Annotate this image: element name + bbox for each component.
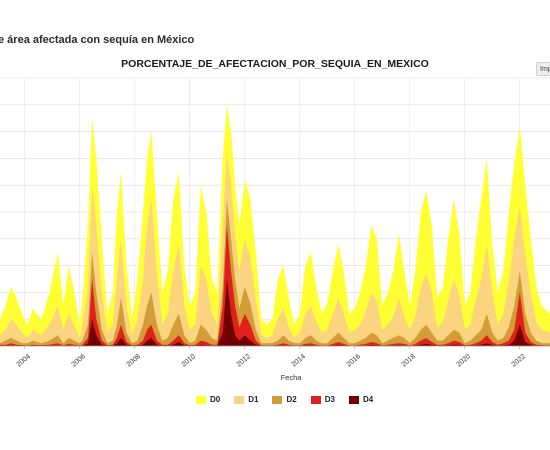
area-series-d1[interactable] xyxy=(0,153,550,346)
export-button[interactable]: Imp xyxy=(536,62,550,76)
legend-label-d2: D2 xyxy=(286,395,297,404)
legend-label-d3: D3 xyxy=(324,395,335,404)
x-tick-label: 2014 xyxy=(291,353,308,368)
legend-label-d4: D4 xyxy=(362,395,374,404)
x-tick-label: 2018 xyxy=(401,353,418,368)
x-tick-label: 2016 xyxy=(346,353,363,368)
x-tick-label: 2012 xyxy=(236,353,253,368)
legend-swatch-d2 xyxy=(272,395,283,404)
legend-swatch-d3 xyxy=(310,395,321,404)
legend-item-d2[interactable]: D2 xyxy=(272,395,297,404)
x-tick-label: 2010 xyxy=(181,353,198,368)
area-series-d0[interactable] xyxy=(0,104,550,346)
chart-legend: D0 D1 D2 D3 D4 xyxy=(196,395,373,404)
legend-label-d1: D1 xyxy=(248,395,259,404)
x-axis-label: Fecha xyxy=(281,373,303,382)
area-series-group xyxy=(0,104,550,346)
legend-item-d4[interactable]: D4 xyxy=(348,395,374,404)
legend-label-d0: D0 xyxy=(210,395,221,404)
x-tick-label: 2004 xyxy=(16,353,33,368)
legend-swatch-d0 xyxy=(196,395,206,404)
legend-swatch-d4 xyxy=(348,395,359,404)
legend-item-d0[interactable]: D0 xyxy=(196,395,220,404)
page-title: e área afectada con sequía en México xyxy=(0,34,195,46)
x-tick-label: 2020 xyxy=(456,353,473,368)
chart-title: PORCENTAJE_DE_AFECTACION_POR_SEQUIA_EN_M… xyxy=(121,58,429,70)
legend-item-d1[interactable]: D1 xyxy=(234,395,258,404)
x-tick-label: 2008 xyxy=(126,353,143,368)
legend-swatch-d1 xyxy=(234,395,245,404)
x-tick-label: 2006 xyxy=(71,353,88,368)
legend-item-d3[interactable]: D3 xyxy=(310,395,335,404)
x-tick-label: 2022 xyxy=(511,353,528,368)
